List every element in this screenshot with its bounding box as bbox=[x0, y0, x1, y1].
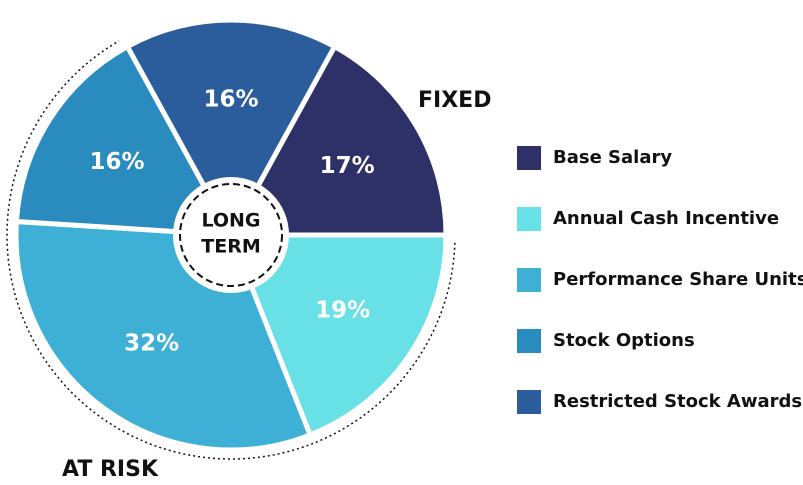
slice bbox=[13, 43, 236, 238]
outer-dotted-arc bbox=[6, 40, 456, 460]
slice bbox=[226, 43, 449, 238]
center-label: TERM bbox=[201, 236, 260, 258]
center-hole bbox=[173, 177, 289, 293]
slice-label: 17% bbox=[320, 153, 375, 179]
annotation: FIXED bbox=[418, 88, 491, 113]
annotation: AT RISK bbox=[62, 457, 159, 482]
legend-swatch bbox=[517, 146, 541, 170]
center-label: LONG bbox=[201, 210, 260, 232]
slice-label: 19% bbox=[315, 297, 370, 323]
legend-swatch bbox=[517, 329, 541, 353]
legend-swatch bbox=[517, 268, 541, 292]
legend-label: Annual Cash Incentive bbox=[553, 208, 779, 229]
legend-label: Restricted Stock Awards bbox=[553, 391, 802, 412]
legend-label: Base Salary bbox=[553, 147, 672, 168]
center-ring bbox=[179, 183, 283, 287]
slice-label: 16% bbox=[89, 149, 144, 175]
legend-label: Performance Share Units bbox=[553, 269, 803, 290]
legend-label: Stock Options bbox=[553, 330, 695, 351]
slice bbox=[124, 17, 338, 241]
legend-swatch bbox=[517, 390, 541, 414]
slice-label: 16% bbox=[203, 87, 258, 113]
legend-swatch bbox=[517, 207, 541, 231]
slice-label: 32% bbox=[124, 331, 179, 357]
slice bbox=[227, 232, 449, 439]
